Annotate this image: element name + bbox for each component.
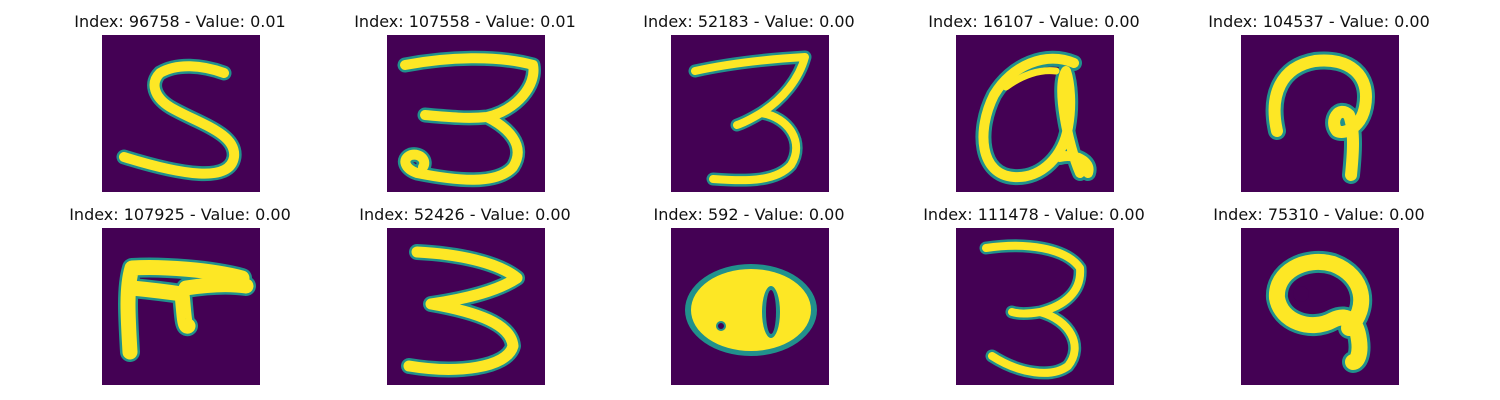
digit-image [102,35,260,192]
panel-title: Index: 111478 - Value: 0.00 [923,205,1145,224]
panel-title: Index: 16107 - Value: 0.00 [928,12,1140,31]
digit-image [671,35,829,192]
panel-title: Index: 107558 - Value: 0.01 [354,12,576,31]
panel-title: Index: 52426 - Value: 0.00 [359,205,571,224]
digit-image [956,35,1114,192]
panel-title: Index: 52183 - Value: 0.00 [643,12,855,31]
digit-image [387,35,545,192]
panel-title: Index: 75310 - Value: 0.00 [1213,205,1425,224]
digit-image [956,228,1114,385]
panel-title: Index: 107925 - Value: 0.00 [69,205,291,224]
panel-title: Index: 96758 - Value: 0.01 [74,12,286,31]
digit-image [1241,228,1399,385]
digit-image [102,228,260,385]
panel-title: Index: 104537 - Value: 0.00 [1208,12,1430,31]
digit-image [1241,35,1399,192]
panel-title: Index: 592 - Value: 0.00 [653,205,845,224]
digit-image [671,228,829,385]
digit-image [387,228,545,385]
